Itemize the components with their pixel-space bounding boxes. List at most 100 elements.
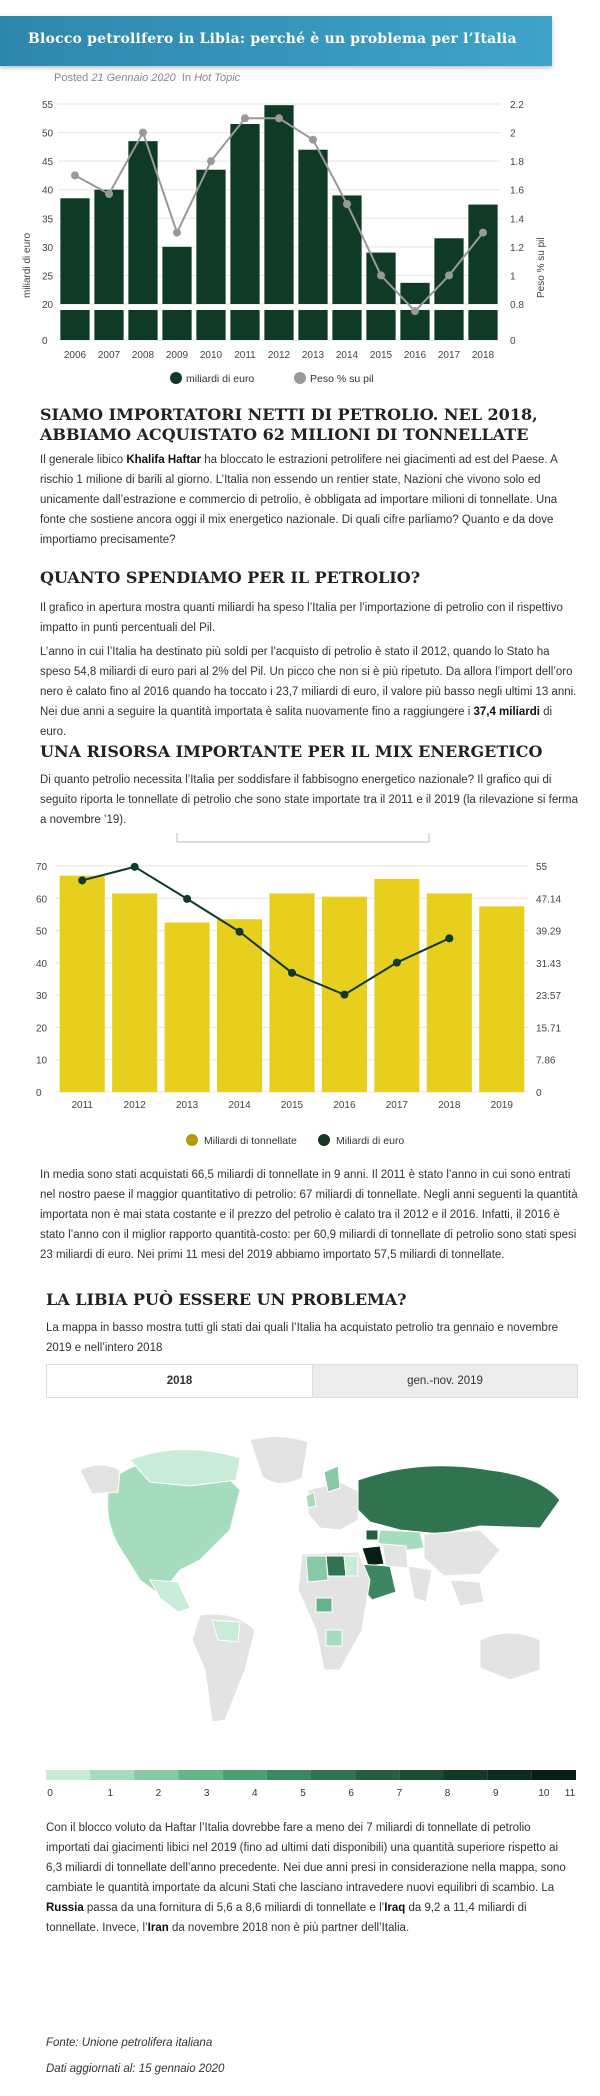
- scale-label: 0: [47, 1788, 53, 1799]
- x-tick-label: 2006: [64, 350, 87, 361]
- scale-label: 7: [397, 1788, 403, 1799]
- y2-tick-label: 1.2: [510, 243, 524, 254]
- bar: [59, 875, 105, 1092]
- text-fragment: ha bloccato le estrazioni petrolifere ne…: [40, 454, 558, 546]
- x-tick-label: 2011: [71, 1100, 93, 1111]
- line-point: [309, 135, 317, 144]
- tab-gen-nov-2019[interactable]: gen.-nov. 2019: [407, 1375, 483, 1387]
- article-title: Blocco petrolifero in Libia: perché è un…: [28, 31, 517, 47]
- bar: [112, 893, 158, 1092]
- category-link[interactable]: Hot Topic: [194, 72, 241, 84]
- y2-tick-label: 1: [510, 271, 516, 282]
- bar-base: [196, 310, 226, 340]
- line-point: [479, 228, 487, 237]
- bar: [230, 124, 260, 304]
- y2-tick-label: 31.43: [536, 959, 561, 970]
- scale-swatch: [222, 1770, 267, 1780]
- legend-label: Peso % su pil: [310, 373, 374, 385]
- scale-swatch: [355, 1770, 400, 1780]
- scale-swatch: [311, 1770, 356, 1780]
- x-tick-label: 2012: [124, 1100, 147, 1111]
- bar: [217, 919, 263, 1092]
- x-tick-label: 2015: [281, 1100, 304, 1111]
- scale-swatch: [399, 1770, 444, 1780]
- legend-label: Miliardi di euro: [336, 1135, 404, 1147]
- y-tick-label: 35: [42, 214, 54, 225]
- iran-highlight: Iran: [147, 1922, 169, 1934]
- bar: [264, 105, 294, 304]
- line-point: [377, 271, 385, 280]
- x-tick-label: 2009: [166, 350, 189, 361]
- bar: [164, 922, 210, 1092]
- y-tick-label: 55: [42, 100, 54, 111]
- venezuela-brazil-shape: [211, 1619, 241, 1643]
- source-note: Fonte: Unione petrolifera italiana Dati …: [46, 2030, 224, 2082]
- line-point: [71, 171, 79, 180]
- x-tick-label: 2012: [268, 350, 291, 361]
- bar: [298, 149, 328, 304]
- y2-tick-label: 1.6: [510, 186, 524, 197]
- tab-2018[interactable]: 2018: [47, 1365, 313, 1397]
- iraq-highlight: Iraq: [384, 1902, 406, 1914]
- map-year-tabs: 2018 gen.-nov. 2019: [46, 1364, 578, 1398]
- greenland-shape: [249, 1436, 309, 1484]
- x-tick-label: 2008: [132, 350, 155, 361]
- section1-paragraph: Il generale libico Khalifa Haftar ha blo…: [40, 450, 580, 550]
- y2-tick-label: 2.2: [510, 100, 524, 111]
- x-tick-label: 2015: [370, 350, 393, 361]
- scale-swatch: [443, 1770, 488, 1780]
- bar: [269, 893, 315, 1092]
- egypt-shape: [343, 1555, 359, 1577]
- legend-label: Miliardi di tonnellate: [204, 1135, 297, 1147]
- y-tick-label: 60: [36, 894, 48, 905]
- series-line: [81, 865, 450, 996]
- x-tick-label: 2014: [336, 350, 359, 361]
- y-tick-label: 0: [42, 336, 48, 347]
- legend-swatch-line: [318, 1134, 330, 1146]
- section3-heading: UNA RISORSA IMPORTANTE PER IL MIX ENERGE…: [40, 742, 543, 761]
- scale-swatch: [487, 1770, 532, 1780]
- mexico-shape: [149, 1579, 191, 1613]
- scale-label: 2: [156, 1788, 162, 1799]
- map-color-scale: 0 1 2 3 4 5 6 7 8 9 10 11: [46, 1770, 576, 1799]
- y2-tick-label: 47.14: [536, 894, 561, 905]
- x-tick-label: 2014: [228, 1100, 251, 1111]
- line-point: [105, 190, 113, 198]
- legend-label: miliardi di euro: [186, 373, 254, 385]
- y-tick-label: 0: [36, 1088, 42, 1099]
- y2-tick-label: 23.57: [536, 991, 561, 1002]
- algeria-shape: [305, 1555, 329, 1583]
- bar: [479, 906, 525, 1092]
- line-point: [445, 271, 453, 280]
- bar-base: [60, 310, 90, 340]
- y2-axis-title: Peso % su pil: [536, 237, 547, 298]
- australia-shape: [479, 1632, 541, 1681]
- y2-tick-label: 0.8: [510, 300, 524, 311]
- x-tick-label: 2013: [302, 350, 325, 361]
- iraq-shape: [361, 1545, 385, 1567]
- post-date: 21 Gennaio 2020: [91, 72, 176, 84]
- bar-base: [332, 310, 362, 340]
- x-tick-label: 2018: [472, 350, 495, 361]
- scale-swatch: [266, 1770, 311, 1780]
- line-point: [392, 958, 401, 967]
- y-tick-label: 10: [36, 1056, 48, 1067]
- text-fragment: da novembre 2018 non è più partner dell’…: [168, 1922, 410, 1934]
- azerbaijan-shape: [365, 1529, 379, 1541]
- text-fragment: passa da una fornitura di 5,6 a 8,6 mili…: [83, 1902, 385, 1914]
- bar: [468, 204, 498, 304]
- y2-tick-label: 0: [536, 1088, 542, 1099]
- scale-label: 9: [493, 1788, 499, 1799]
- india-shape: [407, 1565, 433, 1603]
- y2-tick-label: 39.29: [536, 927, 561, 938]
- x-tick-label: 2016: [333, 1100, 356, 1111]
- text-fragment: L’anno in cui l’Italia ha destinato più …: [40, 646, 577, 718]
- y2-tick-label: 2: [510, 129, 516, 140]
- section4-paragraph1: La mappa in basso mostra tutti gli stati…: [46, 1322, 559, 1354]
- bar: [400, 282, 430, 304]
- bar-base: [162, 310, 192, 340]
- x-tick-label: 2016: [404, 350, 427, 361]
- line-point: [411, 307, 419, 316]
- section2-paragraph1: Il grafico in apertura mostra quanti mil…: [40, 602, 563, 634]
- line-point: [207, 157, 215, 166]
